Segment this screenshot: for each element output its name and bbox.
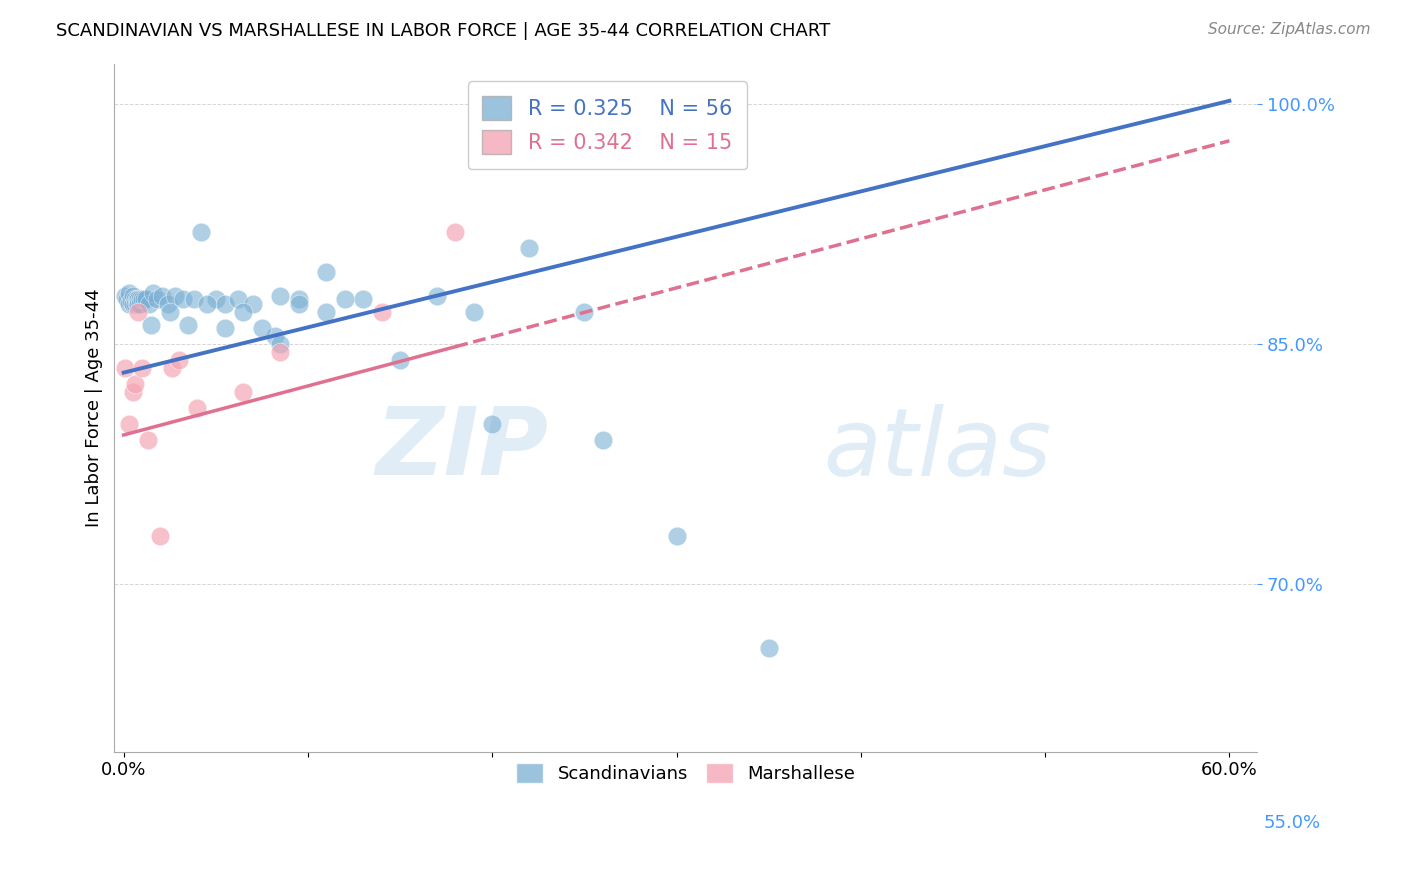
Point <box>159 305 181 319</box>
Point <box>389 352 412 367</box>
Point <box>117 292 139 306</box>
Point <box>129 297 152 311</box>
Point <box>214 321 236 335</box>
Point <box>232 305 254 319</box>
Point <box>315 305 337 319</box>
Point <box>172 292 194 306</box>
Point <box>127 305 149 319</box>
Point <box>118 285 141 300</box>
Text: atlas: atlas <box>823 403 1052 494</box>
Point <box>135 292 157 306</box>
Text: ZIP: ZIP <box>375 403 548 495</box>
Point <box>315 265 337 279</box>
Point <box>132 292 155 306</box>
Legend: Scandinavians, Marshallese: Scandinavians, Marshallese <box>509 756 863 790</box>
Point <box>190 225 212 239</box>
Point <box>141 318 163 332</box>
Point <box>370 305 392 319</box>
Point <box>226 292 249 306</box>
Point <box>214 297 236 311</box>
Point <box>269 289 291 303</box>
Point <box>160 360 183 375</box>
Point <box>463 305 485 319</box>
Text: SCANDINAVIAN VS MARSHALLESE IN LABOR FORCE | AGE 35-44 CORRELATION CHART: SCANDINAVIAN VS MARSHALLESE IN LABOR FOR… <box>56 22 831 40</box>
Point <box>114 360 136 375</box>
Point <box>146 292 169 306</box>
Point <box>426 289 449 303</box>
Text: 55.0%: 55.0% <box>1264 814 1322 832</box>
Point <box>121 297 143 311</box>
Point <box>195 297 218 311</box>
Point <box>481 417 503 431</box>
Point <box>127 292 149 306</box>
Point <box>131 360 153 375</box>
Point <box>138 297 160 311</box>
Point <box>287 297 309 311</box>
Point <box>758 640 780 655</box>
Point <box>118 417 141 431</box>
Point <box>167 352 190 367</box>
Point <box>269 344 291 359</box>
Point <box>120 293 142 308</box>
Point <box>517 241 540 255</box>
Point <box>165 289 187 303</box>
Point <box>125 297 148 311</box>
Y-axis label: In Labor Force | Age 35-44: In Labor Force | Age 35-44 <box>86 288 103 527</box>
Point <box>136 433 159 447</box>
Point <box>149 529 172 543</box>
Point <box>269 336 291 351</box>
Point <box>118 297 141 311</box>
Point <box>665 529 688 543</box>
Point <box>150 289 173 303</box>
Point <box>124 297 146 311</box>
Point <box>352 292 374 306</box>
Point <box>124 376 146 391</box>
Point <box>444 225 467 239</box>
Point <box>232 384 254 399</box>
Point <box>131 292 153 306</box>
Point <box>333 292 356 306</box>
Point <box>121 384 143 399</box>
Point <box>124 292 146 306</box>
Point <box>177 318 200 332</box>
Point <box>114 289 136 303</box>
Point <box>183 292 205 306</box>
Point <box>125 292 148 306</box>
Point <box>250 321 273 335</box>
Point <box>156 297 179 311</box>
Point <box>121 289 143 303</box>
Point <box>592 433 614 447</box>
Point <box>129 292 152 306</box>
Point <box>204 292 226 306</box>
Point <box>186 401 208 415</box>
Point <box>287 292 309 306</box>
Point <box>242 297 264 311</box>
Point <box>142 285 165 300</box>
Point <box>574 305 596 319</box>
Point <box>263 329 285 343</box>
Text: Source: ZipAtlas.com: Source: ZipAtlas.com <box>1208 22 1371 37</box>
Point <box>127 297 149 311</box>
